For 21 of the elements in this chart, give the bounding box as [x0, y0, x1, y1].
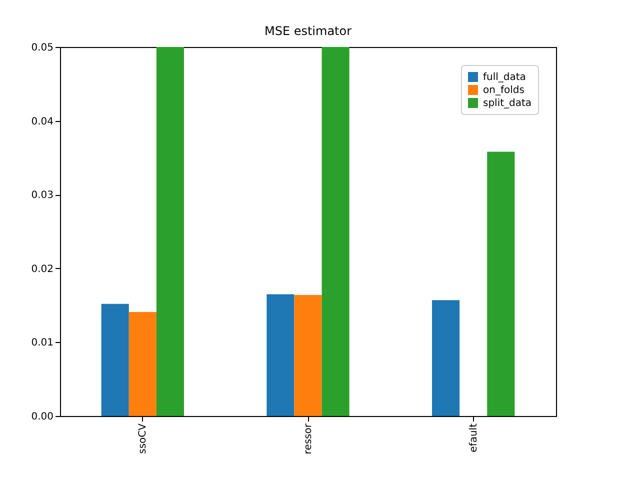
- y-tick-label: 0.03: [31, 190, 54, 202]
- legend-label: on_folds: [483, 85, 524, 96]
- y-tick-label: 0.00: [31, 412, 54, 422]
- bar: [487, 152, 515, 416]
- x-tick-label: ssoCV: [138, 423, 149, 454]
- bar: [322, 47, 350, 416]
- bar: [128, 312, 156, 416]
- y-tick-label: 0.04: [31, 116, 54, 128]
- x-tick-label: ressor: [303, 422, 314, 454]
- x-tick-label: efault: [468, 423, 480, 452]
- bar: [432, 300, 460, 416]
- y-tick-label: 0.05: [31, 42, 54, 54]
- y-tick-label: 0.02: [31, 264, 54, 275]
- bar: [266, 294, 294, 416]
- bar: [101, 304, 129, 416]
- bar: [156, 47, 184, 416]
- chart-title: MSE estimator: [264, 24, 352, 38]
- legend-label: full_data: [483, 72, 526, 83]
- y-tick-label: 0.01: [31, 338, 54, 349]
- bar: [294, 294, 322, 416]
- legend-label: split_data: [483, 98, 532, 109]
